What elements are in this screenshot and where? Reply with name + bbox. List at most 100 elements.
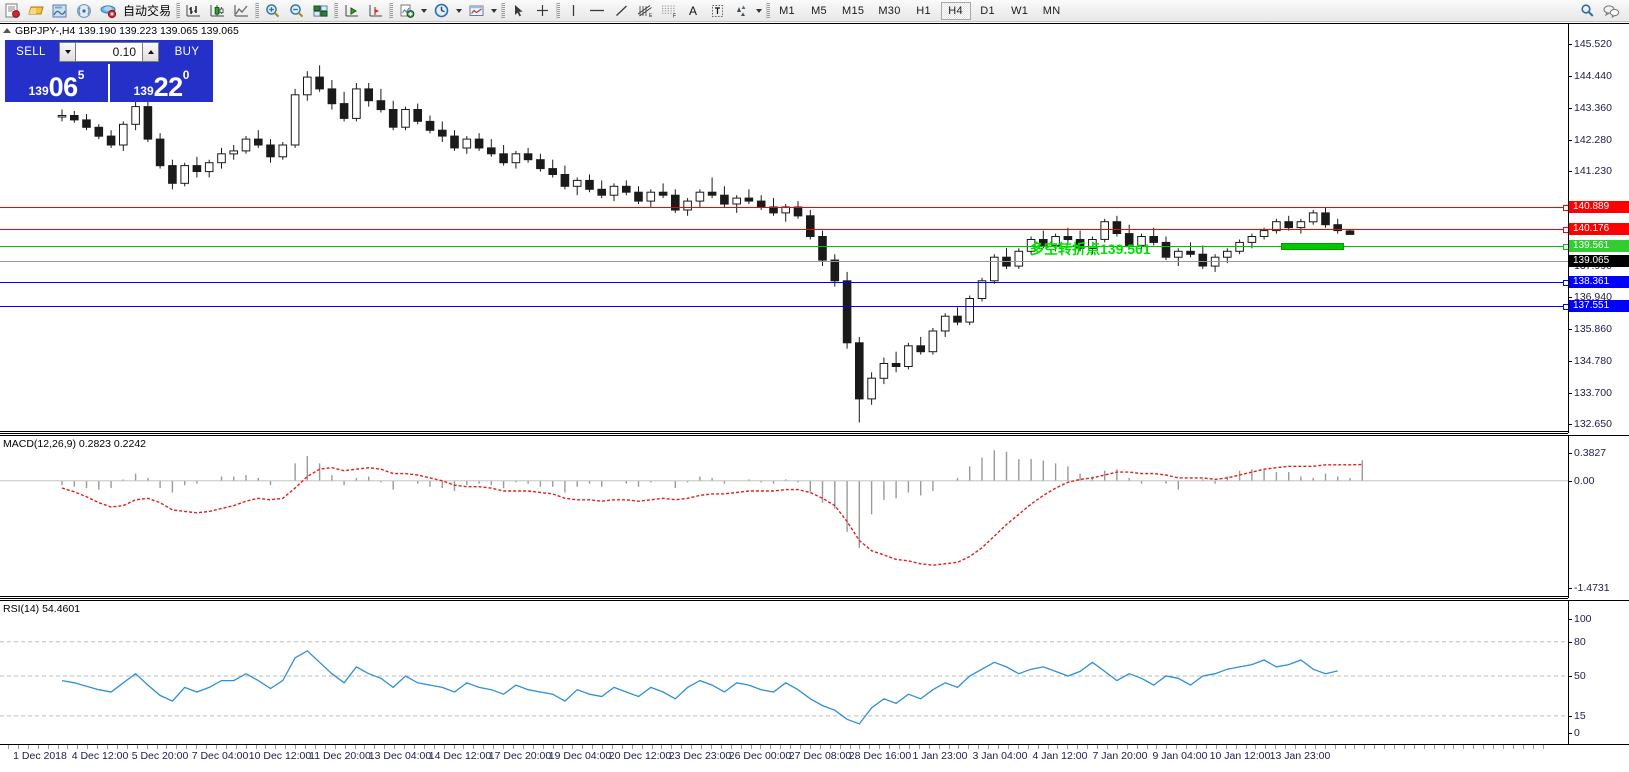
news-icon[interactable] [48, 1, 72, 21]
macd-plot-area[interactable]: MACD(12,26,9) 0.2823 0.2242 [0, 436, 1568, 598]
chevron-down-icon[interactable] [488, 1, 499, 21]
time-tick [413, 745, 415, 749]
sell-button[interactable]: SELL [5, 40, 57, 64]
timeframe-d1-button[interactable]: D1 [980, 4, 995, 17]
level-line-handle[interactable] [1563, 280, 1568, 286]
chevron-down-icon[interactable] [453, 1, 464, 21]
trendline-icon[interactable] [609, 1, 633, 21]
macd-label[interactable]: MACD(12,26,9) 0.2823 0.2242 [3, 438, 147, 450]
timeframe-m15-button[interactable]: M15 [842, 4, 865, 17]
time-tick [800, 745, 801, 749]
chat-icon[interactable] [1599, 1, 1623, 21]
chevron-down-icon[interactable] [418, 1, 429, 21]
buy-button[interactable]: BUY [161, 40, 213, 64]
timeframe-m30-button[interactable]: M30 [878, 4, 901, 17]
price-badge-support-2[interactable]: 137.551 [1569, 300, 1629, 312]
zoom-in-icon[interactable] [260, 1, 284, 21]
highlight-rectangle[interactable] [1281, 243, 1344, 250]
level-line-support-1[interactable] [0, 280, 1568, 286]
chevron-down-icon[interactable] [753, 1, 764, 21]
time-tick [1265, 745, 1267, 749]
collapse-arrow-icon[interactable] [3, 28, 11, 33]
time-tick [512, 745, 514, 749]
text-icon[interactable]: A [689, 3, 698, 18]
volume-input[interactable]: 0.10 [76, 42, 142, 62]
timeframe-w1-button[interactable]: W1 [1011, 4, 1029, 17]
auto-scroll-icon[interactable] [339, 1, 363, 21]
level-line-handle[interactable] [1563, 244, 1568, 250]
timeframe-mn-button[interactable]: MN [1042, 4, 1061, 17]
volume-increase-button[interactable] [142, 42, 159, 62]
price-badge-resistance-2[interactable]: 140.176 [1569, 223, 1629, 235]
new-order-icon[interactable] [0, 1, 24, 21]
price-pane[interactable]: GBPJPY-,H4 139.190 139.223 139.065 139.0… [0, 24, 1629, 433]
time-axis[interactable]: 1 Dec 2018 4 Dec 12:00 5 Dec 20:00 7 Dec 04… [0, 744, 1629, 772]
level-line-handle[interactable] [1563, 205, 1568, 211]
templates-icon[interactable] [464, 1, 488, 21]
tile-windows-icon[interactable] [308, 1, 332, 21]
zoom-out-icon[interactable] [284, 1, 308, 21]
time-tick [8, 745, 9, 749]
crosshair-icon[interactable] [530, 1, 554, 21]
rsi-label[interactable]: RSI(14) 54.4601 [3, 603, 81, 615]
timeframe-m1-button[interactable]: M1 [779, 4, 795, 17]
folder-icon[interactable] [24, 1, 48, 21]
one-click-trade-panel[interactable]: SELL 0.10 BUY 139 06 5 139 [5, 40, 213, 102]
time-tick [592, 745, 594, 749]
volume-stepper[interactable]: 0.10 [57, 40, 161, 64]
price-axis[interactable]: 145.520144.440143.360142.280141.230137.9… [1568, 24, 1629, 433]
horizontal-line-icon[interactable] [585, 1, 609, 21]
volume-decrease-button[interactable] [59, 42, 76, 62]
signal-icon[interactable] [72, 1, 96, 21]
price-badge-support-1[interactable]: 138.361 [1569, 276, 1629, 288]
timeframe-h1-button[interactable]: H1 [916, 4, 931, 17]
bar-chart-icon[interactable] [181, 1, 205, 21]
sell-price-display[interactable]: 139 06 5 [5, 64, 108, 102]
cursor-icon[interactable] [506, 1, 530, 21]
level-line-resistance-2[interactable] [0, 227, 1568, 233]
time-tick [621, 745, 623, 749]
macd-pane[interactable]: MACD(12,26,9) 0.2823 0.2242 0.3827 0.00 -1… [0, 435, 1629, 598]
chart-container[interactable]: GBPJPY-,H4 139.190 139.223 139.065 139.0… [0, 23, 1629, 772]
shapes-icon[interactable] [729, 1, 753, 21]
autotrade-icon[interactable] [96, 1, 120, 21]
autotrade-label[interactable]: 自动交易 [123, 4, 172, 18]
equidistant-channel-icon[interactable]: E [633, 1, 657, 21]
main-toolbar: 自动交易 [0, 0, 1629, 22]
vertical-line-icon[interactable] [561, 1, 585, 21]
text-label-icon[interactable] [705, 1, 729, 21]
time-tick [681, 745, 683, 749]
fibonacci-retracement-icon[interactable]: F [657, 1, 681, 21]
search-icon[interactable] [1575, 1, 1599, 21]
level-line-pivot-green[interactable] [0, 244, 1568, 250]
price-candles [57, 65, 1355, 423]
rsi-plot-area[interactable]: RSI(14) 54.4601 [0, 601, 1568, 744]
timeframe-h4-button[interactable]: H4 [940, 1, 971, 20]
time-tick [1087, 745, 1089, 749]
time-axis-label: 4 Dec 12:00 [71, 750, 129, 762]
candlestick-chart-icon[interactable] [205, 1, 229, 21]
chart-annotation-text[interactable]: 多空转折点139.561 [1030, 241, 1151, 257]
time-axis-label: 23 Dec 23:00 [668, 750, 732, 762]
time-tick [710, 745, 712, 749]
level-line-handle[interactable] [1563, 227, 1568, 233]
buy-price-display[interactable]: 139 22 0 [110, 64, 213, 102]
time-axis-label: 1 Dec 2018 [13, 750, 67, 762]
periods-clock-icon[interactable] [429, 1, 453, 21]
price-axis-tick: 142.280 [1569, 134, 1612, 146]
price-plot-area[interactable]: GBPJPY-,H4 139.190 139.223 139.065 139.0… [0, 24, 1568, 433]
indicators-icon[interactable] [394, 1, 418, 21]
timeframe-m5-button[interactable]: M5 [811, 4, 827, 17]
price-badge-resistance-1[interactable]: 140.889 [1569, 201, 1629, 213]
time-tick [908, 745, 910, 749]
level-line-handle[interactable] [1563, 304, 1568, 310]
line-chart-icon[interactable] [229, 1, 253, 21]
price-badge-pivot-green[interactable]: 139.561 [1569, 240, 1629, 252]
level-line-resistance-1[interactable] [0, 205, 1568, 211]
level-line-support-2[interactable] [0, 304, 1568, 310]
current-price-badge[interactable]: 139.065 [1569, 255, 1629, 267]
time-axis-label: 3 Jan 04:00 [972, 750, 1028, 762]
rsi-pane[interactable]: RSI(14) 54.4601 100 80 50 15 0 [0, 600, 1629, 744]
time-tick [374, 745, 376, 749]
chart-shift-icon[interactable] [363, 1, 387, 21]
